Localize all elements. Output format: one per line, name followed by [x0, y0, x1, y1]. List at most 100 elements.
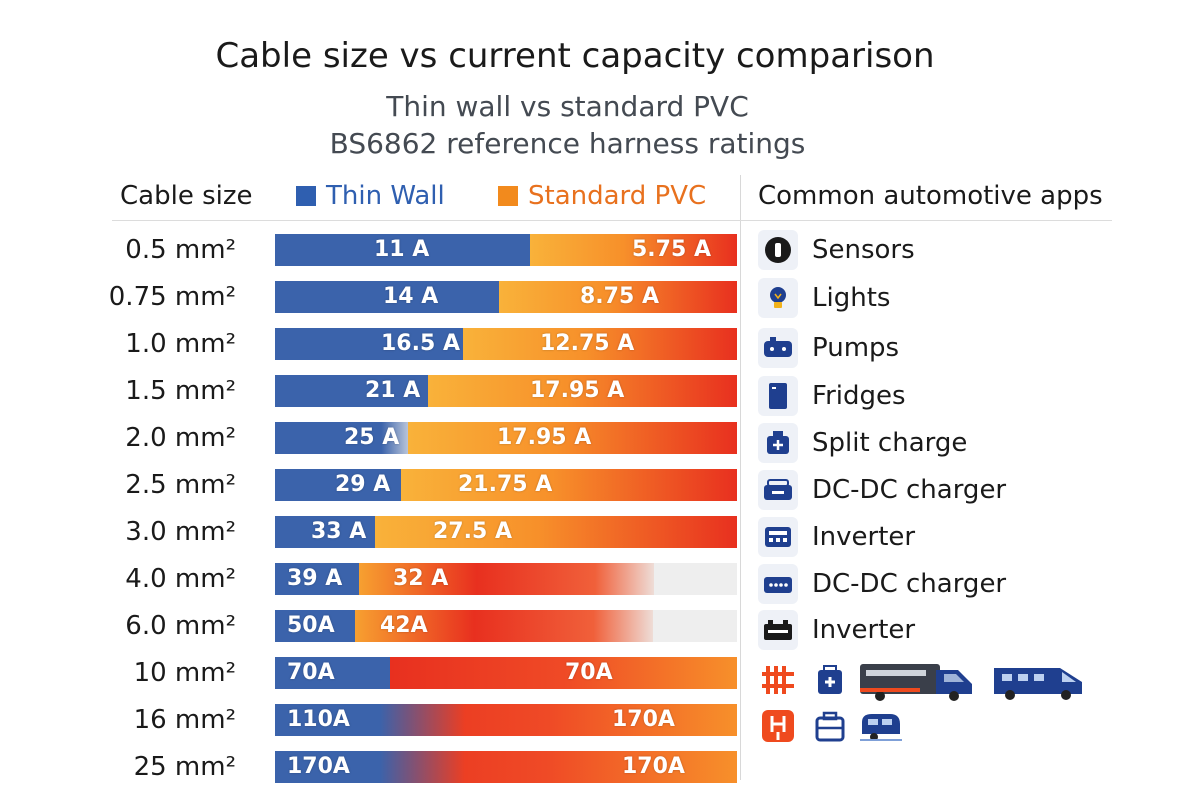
dc-dc-charger-icon	[758, 470, 798, 510]
bar-standard-pvc	[408, 422, 737, 454]
app-item: Split charge	[758, 423, 967, 463]
data-label-thin-wall: 39 A	[287, 566, 343, 591]
header-divider	[112, 220, 1112, 221]
category-label: 1.5 mm²	[125, 376, 236, 406]
category-label: 4.0 mm²	[125, 564, 236, 594]
data-label-thin-wall: 33 A	[311, 519, 367, 544]
app-label: Split charge	[812, 428, 968, 458]
medical-kit-icon	[812, 662, 848, 698]
app-item: Sensors	[758, 230, 915, 270]
data-label-standard-pvc: 17.95 A	[497, 425, 592, 450]
app-item: Inverter	[758, 517, 915, 557]
data-label-standard-pvc: 32 A	[393, 566, 449, 591]
data-label-standard-pvc: 17.95 A	[530, 378, 625, 403]
data-label-thin-wall: 50A	[287, 613, 335, 638]
dc-dc-charger-alt-icon	[758, 564, 798, 604]
column-divider	[740, 175, 741, 780]
app-item: Lights	[758, 278, 890, 318]
bar-thin-wall	[275, 234, 530, 266]
app-label: DC-DC charger	[812, 569, 1007, 599]
app-item: DC-DC charger	[758, 564, 1006, 604]
category-label: 3.0 mm²	[125, 517, 236, 547]
chart-subtitle-line-1: Thin wall vs standard PVC	[386, 90, 749, 123]
category-header: Cable size	[120, 181, 253, 211]
data-label-standard-pvc: 5.75 A	[632, 237, 711, 262]
bar-thin-wall	[275, 610, 355, 642]
data-label-standard-pvc: 170A	[612, 707, 675, 732]
bar-thin-wall	[275, 657, 390, 689]
data-label-thin-wall: 14 A	[383, 284, 439, 309]
battery-inverter-icon	[758, 610, 798, 650]
data-label-standard-pvc: 170A	[622, 754, 685, 779]
fuse-icon	[758, 660, 798, 700]
bar-thin-wall	[275, 516, 375, 548]
data-label-standard-pvc: 42A	[380, 613, 428, 638]
bar-standard-pvc	[390, 657, 737, 689]
bar-thin-wall	[275, 704, 465, 736]
app-item: Fridges	[758, 376, 906, 416]
bar-thin-wall	[275, 328, 463, 360]
category-label: 2.0 mm²	[125, 423, 236, 453]
data-label-thin-wall: 29 A	[335, 472, 391, 497]
category-label: 0.75 mm²	[108, 282, 236, 312]
app-item: Inverter	[758, 610, 915, 650]
legend-standard-pvc-swatch	[498, 186, 518, 206]
briefcase-icon	[812, 708, 848, 744]
bar-thin-wall	[275, 375, 428, 407]
bar-thin-wall	[275, 469, 401, 501]
van-icon	[990, 662, 1090, 702]
caravan-icon	[858, 710, 904, 744]
bar-thin-wall	[275, 751, 465, 783]
fridge-icon	[758, 376, 798, 416]
data-label-standard-pvc: 12.75 A	[540, 331, 635, 356]
bar-standard-pvc	[463, 328, 737, 360]
legend-thin-wall: Thin Wall	[296, 178, 445, 214]
legend-thin-wall-label: Thin Wall	[326, 181, 445, 211]
bar-standard-pvc	[530, 234, 737, 266]
app-label: Pumps	[812, 333, 900, 363]
app-label: Lights	[812, 283, 891, 313]
data-label-thin-wall: 16.5 A	[381, 331, 460, 356]
motorhome-icon	[858, 658, 978, 702]
app-label: DC-DC charger	[812, 475, 1007, 505]
inverter-icon	[758, 517, 798, 557]
apps-header: Common automotive apps	[758, 181, 1103, 211]
app-label: Inverter	[812, 615, 916, 645]
chart-title: Cable size vs current capacity compariso…	[215, 36, 935, 76]
data-label-thin-wall: 110A	[287, 707, 350, 732]
category-label: 2.5 mm²	[125, 470, 236, 500]
bar-standard-pvc	[401, 469, 737, 501]
bar-standard-pvc	[375, 516, 737, 548]
legend-standard-pvc: Standard PVC	[498, 178, 706, 214]
data-label-standard-pvc: 8.75 A	[580, 284, 659, 309]
data-label-thin-wall: 11 A	[374, 237, 430, 262]
bar-thin-wall	[275, 281, 499, 313]
bar-standard-pvc	[355, 610, 653, 642]
data-label-thin-wall: 70A	[287, 660, 335, 685]
category-label: 16 mm²	[133, 705, 236, 735]
category-label: 6.0 mm²	[125, 611, 236, 641]
category-label: 1.0 mm²	[125, 329, 236, 359]
data-label-thin-wall: 170A	[287, 754, 350, 779]
category-label: 10 mm²	[133, 658, 236, 688]
legend-thin-wall-swatch	[296, 186, 316, 206]
data-label-standard-pvc: 27.5 A	[433, 519, 512, 544]
app-label: Sensors	[812, 235, 915, 265]
bar-thin-wall	[275, 563, 359, 595]
bulb-icon	[758, 278, 798, 318]
data-label-thin-wall: 21 A	[365, 378, 421, 403]
bar-standard-pvc	[428, 375, 737, 407]
app-item: DC-DC charger	[758, 470, 1006, 510]
bar-thin-wall	[275, 422, 408, 454]
app-label: Inverter	[812, 522, 916, 552]
app-label: Fridges	[812, 381, 906, 411]
fuse-holder-icon	[758, 706, 798, 746]
legend-standard-pvc-label: Standard PVC	[528, 181, 707, 211]
app-item: Pumps	[758, 328, 899, 368]
bar-standard-pvc	[499, 281, 737, 313]
sensor-icon	[758, 230, 798, 270]
bar-standard-pvc	[359, 563, 654, 595]
data-label-standard-pvc: 21.75 A	[458, 472, 553, 497]
data-label-thin-wall: 25 A	[344, 425, 400, 450]
chart-subtitle-line-2: BS6862 reference harness ratings	[329, 127, 806, 160]
